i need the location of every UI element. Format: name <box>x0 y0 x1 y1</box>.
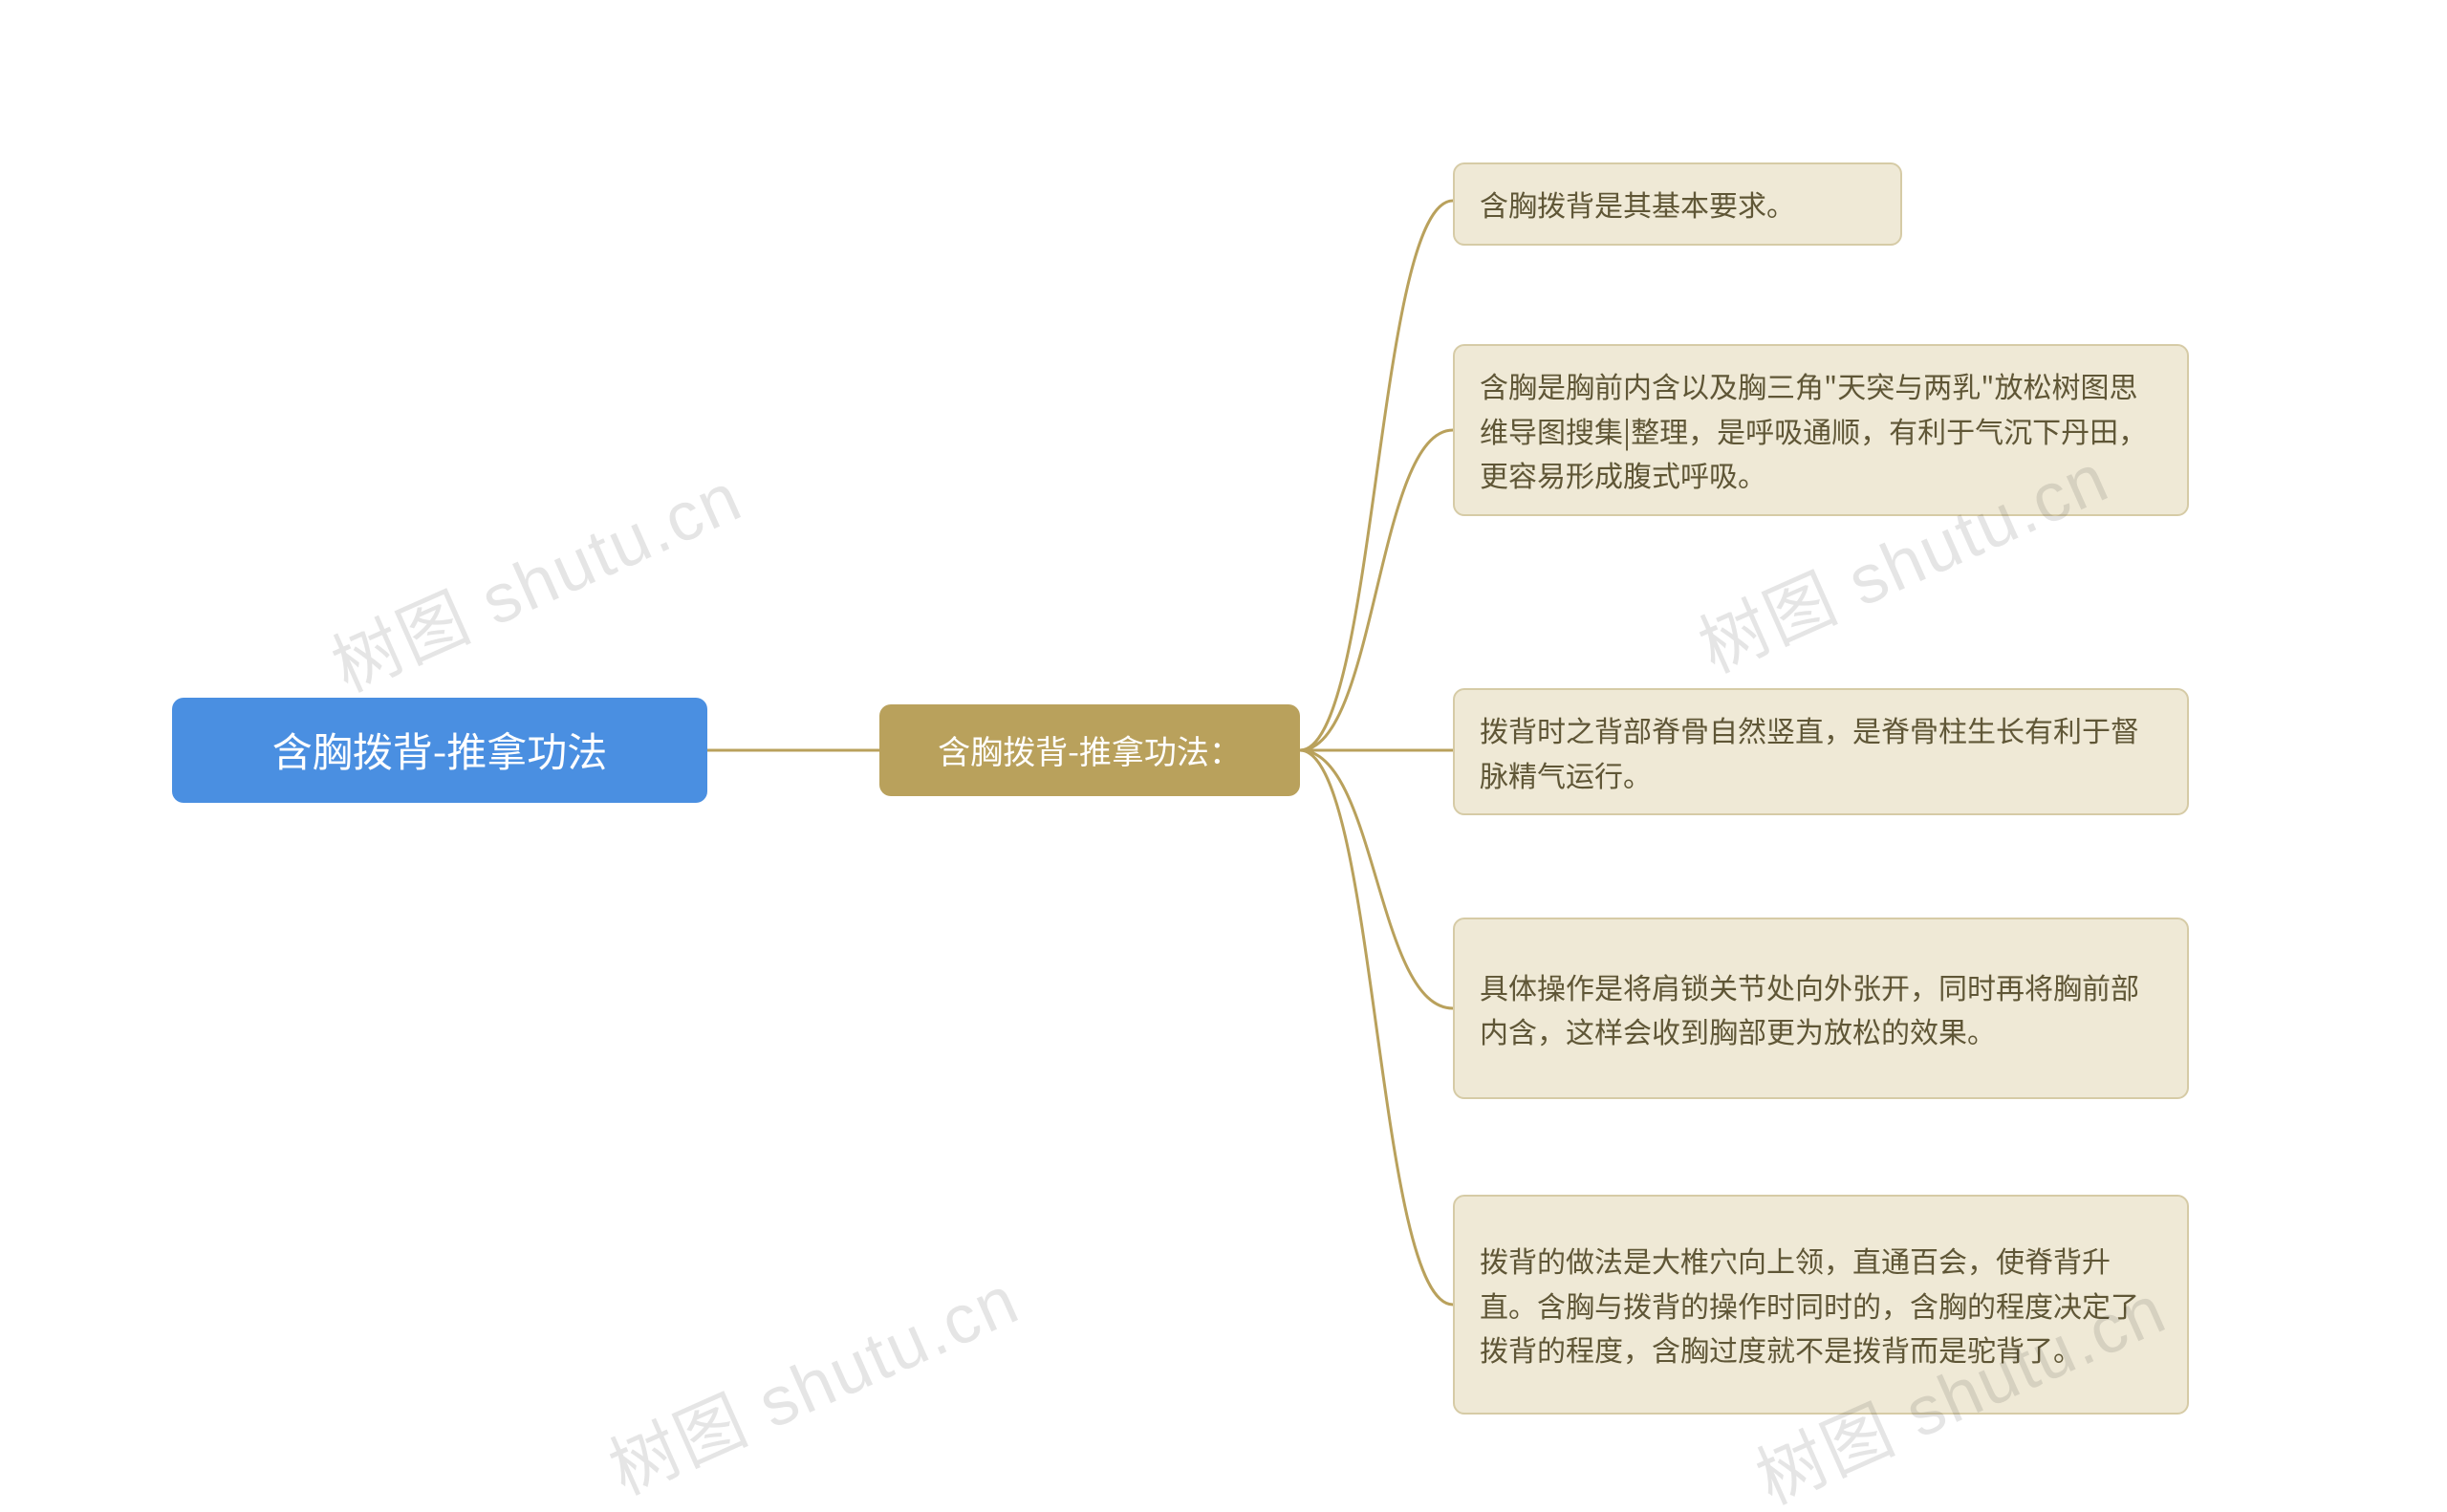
leaf-node-4[interactable]: 拨背的做法是大椎穴向上领，直通百会，使脊背升直。含胸与拨背的操作时同时的，含胸的… <box>1453 1195 2189 1415</box>
leaf-label: 含胸是胸前内含以及胸三角"天突与两乳"放松树图思维导图搜集|整理，是呼吸通顺，有… <box>1480 363 2162 497</box>
leaf-label: 拨背的做法是大椎穴向上领，直通百会，使脊背升直。含胸与拨背的操作时同时的，含胸的… <box>1480 1238 2162 1372</box>
leaf-node-2[interactable]: 拨背时之背部脊骨自然竖直，是脊骨柱生长有利于督脉精气运行。 <box>1453 688 2189 815</box>
root-node[interactable]: 含胸拨背-推拿功法 <box>172 698 707 803</box>
watermark: 树图 shutu.cn <box>591 1243 1031 1512</box>
leaf-node-3[interactable]: 具体操作是将肩锁关节处向外张开，同时再将胸前部内含，这样会收到胸部更为放松的效果… <box>1453 918 2189 1099</box>
branch-node[interactable]: 含胸拨背-推拿功法： <box>879 704 1300 796</box>
leaf-node-0[interactable]: 含胸拨背是其基本要求。 <box>1453 162 1902 246</box>
leaf-label: 拨背时之背部脊骨自然竖直，是脊骨柱生长有利于督脉精气运行。 <box>1480 707 2162 796</box>
leaf-label: 含胸拨背是其基本要求。 <box>1480 182 1795 227</box>
watermark: 树图 shutu.cn <box>314 441 754 710</box>
mindmap-canvas: 含胸拨背-推拿功法 含胸拨背-推拿功法： 含胸拨背是其基本要求。 含胸是胸前内含… <box>0 0 2447 1512</box>
branch-label: 含胸拨背-推拿功法： <box>938 725 1242 776</box>
root-label: 含胸拨背-推拿功法 <box>272 719 608 781</box>
leaf-label: 具体操作是将肩锁关节处向外张开，同时再将胸前部内含，这样会收到胸部更为放松的效果… <box>1480 964 2162 1053</box>
leaf-node-1[interactable]: 含胸是胸前内含以及胸三角"天突与两乳"放松树图思维导图搜集|整理，是呼吸通顺，有… <box>1453 344 2189 516</box>
